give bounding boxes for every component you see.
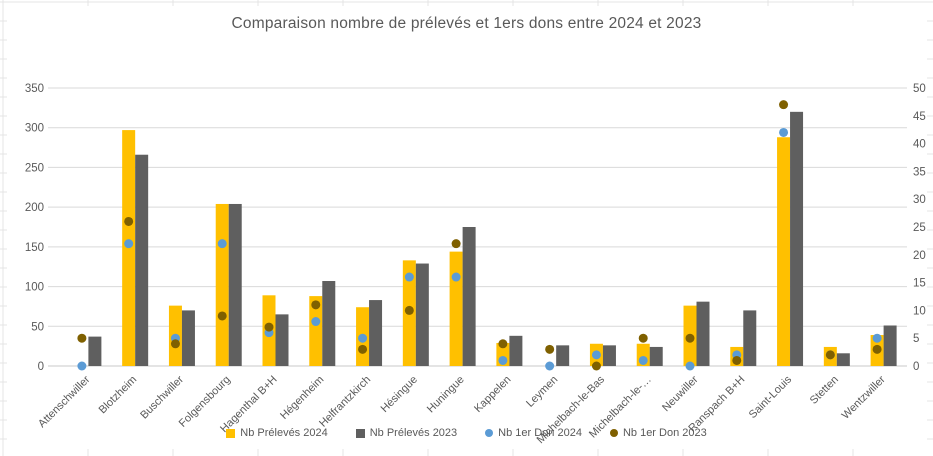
secondary-axis-tick-label: 35 <box>913 166 926 178</box>
bar-prelevés-2024[interactable] <box>215 203 229 366</box>
legend-square-marker <box>355 428 365 438</box>
legend-item[interactable]: Nb 1er Don 2023 <box>609 427 707 439</box>
bar-prelevés-2023[interactable] <box>509 335 523 366</box>
dot-1er-don-2023[interactable] <box>358 344 368 354</box>
dot-1er-don-2023[interactable] <box>638 333 648 343</box>
chart-legend: Nb Prélevés 2024 Nb Prélevés 2023 Nb 1er D… <box>0 425 933 441</box>
legend-item[interactable]: Nb Prélevés 2024 <box>226 427 328 439</box>
bar-prelevés-2023[interactable] <box>462 227 476 366</box>
legend-circle-marker <box>609 429 618 437</box>
legend-label: Nb Prélevés 2023 <box>369 427 458 439</box>
bar-prelevés-2023[interactable] <box>275 314 289 366</box>
secondary-axis-tick-label: 50 <box>913 83 926 95</box>
chart-title: Comparaison nombre de prélevés et 1ers d… <box>231 15 702 32</box>
bar-prelevés-2023[interactable] <box>415 263 429 366</box>
dot-1er-don-2024[interactable] <box>638 355 648 365</box>
dot-1er-don-2024[interactable] <box>404 272 414 282</box>
legend-label: Nb 1er Don 2024 <box>498 427 582 439</box>
dot-1er-don-2023[interactable] <box>311 300 321 310</box>
dot-1er-don-2024[interactable] <box>872 333 882 343</box>
legend-label: Nb Prélevés 2024 <box>240 427 328 439</box>
bar-prelevés-2023[interactable] <box>743 310 757 366</box>
secondary-axis-tick-label: 20 <box>913 250 926 262</box>
dot-1er-don-2023[interactable] <box>732 355 742 365</box>
dot-1er-don-2023[interactable] <box>170 339 180 349</box>
dot-1er-don-2024[interactable] <box>779 127 789 137</box>
dot-1er-don-2023[interactable] <box>825 350 835 360</box>
dot-1er-don-2024[interactable] <box>311 317 321 327</box>
primary-axis-tick-label: 50 <box>31 321 44 333</box>
bar-prelevés-2023[interactable] <box>836 353 850 366</box>
primary-axis-tick-label: 350 <box>25 83 44 95</box>
bar-prelevés-2023[interactable] <box>135 154 149 366</box>
primary-axis-tick-label: 0 <box>38 361 44 373</box>
secondary-axis-tick-label: 0 <box>913 361 919 373</box>
bar-prelevés-2024[interactable] <box>309 296 323 366</box>
dot-1er-don-2023[interactable] <box>545 344 555 354</box>
primary-axis-tick-label: 150 <box>25 242 44 254</box>
bar-prelevés-2023[interactable] <box>696 301 710 366</box>
secondary-axis-tick-label: 5 <box>913 333 919 345</box>
bar-prelevés-2023[interactable] <box>649 346 663 366</box>
primary-axis-tick-label: 100 <box>25 282 44 294</box>
dot-1er-don-2024[interactable] <box>451 272 461 282</box>
bar-prelevés-2023[interactable] <box>602 345 616 366</box>
dot-1er-don-2023[interactable] <box>451 239 461 249</box>
dot-1er-don-2023[interactable] <box>591 361 601 371</box>
dot-1er-don-2023[interactable] <box>404 305 414 315</box>
bar-prelevés-2023[interactable] <box>228 203 242 366</box>
bar-prelevés-2023[interactable] <box>369 300 383 366</box>
secondary-axis-tick-label: 25 <box>913 222 926 234</box>
dot-1er-don-2024[interactable] <box>545 361 555 371</box>
primary-axis-tick-label: 200 <box>25 202 44 214</box>
secondary-axis-tick-label: 45 <box>913 111 926 123</box>
dot-1er-don-2023[interactable] <box>264 322 274 332</box>
bar-prelevés-2023[interactable] <box>181 310 195 366</box>
bar-prelevés-2023[interactable] <box>88 336 102 366</box>
dot-1er-don-2023[interactable] <box>779 100 789 110</box>
dot-1er-don-2024[interactable] <box>591 350 601 360</box>
bar-prelevés-2023[interactable] <box>322 281 336 366</box>
dot-1er-don-2023[interactable] <box>77 333 87 343</box>
dot-1er-don-2023[interactable] <box>872 344 882 354</box>
legend-item[interactable]: Nb Prélevés 2023 <box>355 427 458 439</box>
bar-prelevés-2023[interactable] <box>556 345 570 366</box>
bar-prelevés-2024[interactable] <box>777 137 791 366</box>
secondary-axis-tick-label: 30 <box>913 194 926 206</box>
primary-axis-tick-label: 250 <box>25 162 44 174</box>
bar-prelevés-2023[interactable] <box>883 325 897 366</box>
bar-prelevés-2023[interactable] <box>790 111 804 366</box>
legend-label: Nb 1er Don 2023 <box>622 427 707 439</box>
dot-1er-don-2024[interactable] <box>77 361 87 371</box>
primary-axis-tick-label: 300 <box>25 123 44 135</box>
dot-1er-don-2024[interactable] <box>124 239 134 249</box>
dot-1er-don-2024[interactable] <box>217 239 227 249</box>
dot-1er-don-2023[interactable] <box>685 333 695 343</box>
dot-1er-don-2023[interactable] <box>124 216 134 226</box>
dot-1er-don-2024[interactable] <box>498 355 508 365</box>
secondary-axis-tick-label: 15 <box>913 278 926 290</box>
secondary-axis-tick-label: 40 <box>913 139 926 151</box>
legend-square-marker <box>226 428 236 438</box>
legend-item[interactable]: Nb 1er Don 2024 <box>485 427 582 439</box>
dot-1er-don-2024[interactable] <box>685 361 695 371</box>
secondary-axis-tick-label: 10 <box>913 305 926 317</box>
dot-1er-don-2024[interactable] <box>358 333 368 343</box>
legend-circle-marker <box>485 429 494 437</box>
dot-1er-don-2023[interactable] <box>498 339 508 349</box>
bar-prelevés-2024[interactable] <box>449 251 463 366</box>
dot-1er-don-2023[interactable] <box>217 311 227 321</box>
